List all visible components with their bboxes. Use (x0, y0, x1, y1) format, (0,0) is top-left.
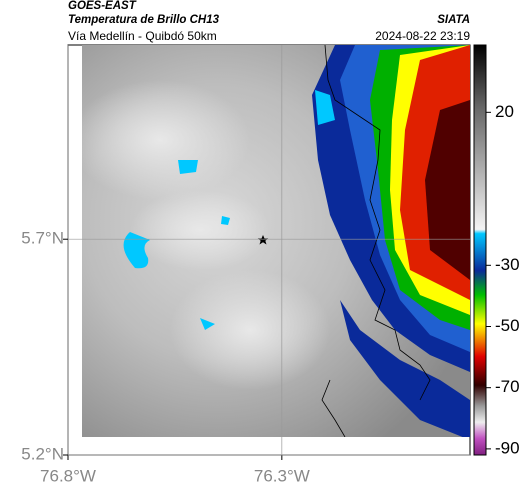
satellite-image (82, 45, 470, 437)
left-caption: Vía Medellín - Quibdó 50km (68, 29, 217, 43)
colorbar-tick-label: -70 (495, 377, 520, 396)
left-title: GOES-EAST (68, 0, 137, 12)
y-tick-label: 5.7°N (21, 229, 64, 248)
right-title: SIATA (437, 14, 470, 26)
y-tick-label: 5.2°N (21, 444, 64, 463)
x-tick-label: 76.3°W (254, 466, 310, 485)
colorbar-tick-label: -50 (495, 316, 520, 335)
colorbar-tick-label: -30 (495, 255, 520, 274)
right-caption: 2024-08-22 23:19 (375, 29, 470, 43)
left-subtitle: Temperatura de Brillo CH13 (68, 14, 220, 26)
colorbar-tick-label: 20 (495, 102, 514, 121)
x-tick-label: 76.8°W (40, 466, 96, 485)
colorbar (473, 44, 487, 456)
location-marker (257, 235, 269, 245)
colorbar-tick-label: -90 (495, 438, 520, 457)
